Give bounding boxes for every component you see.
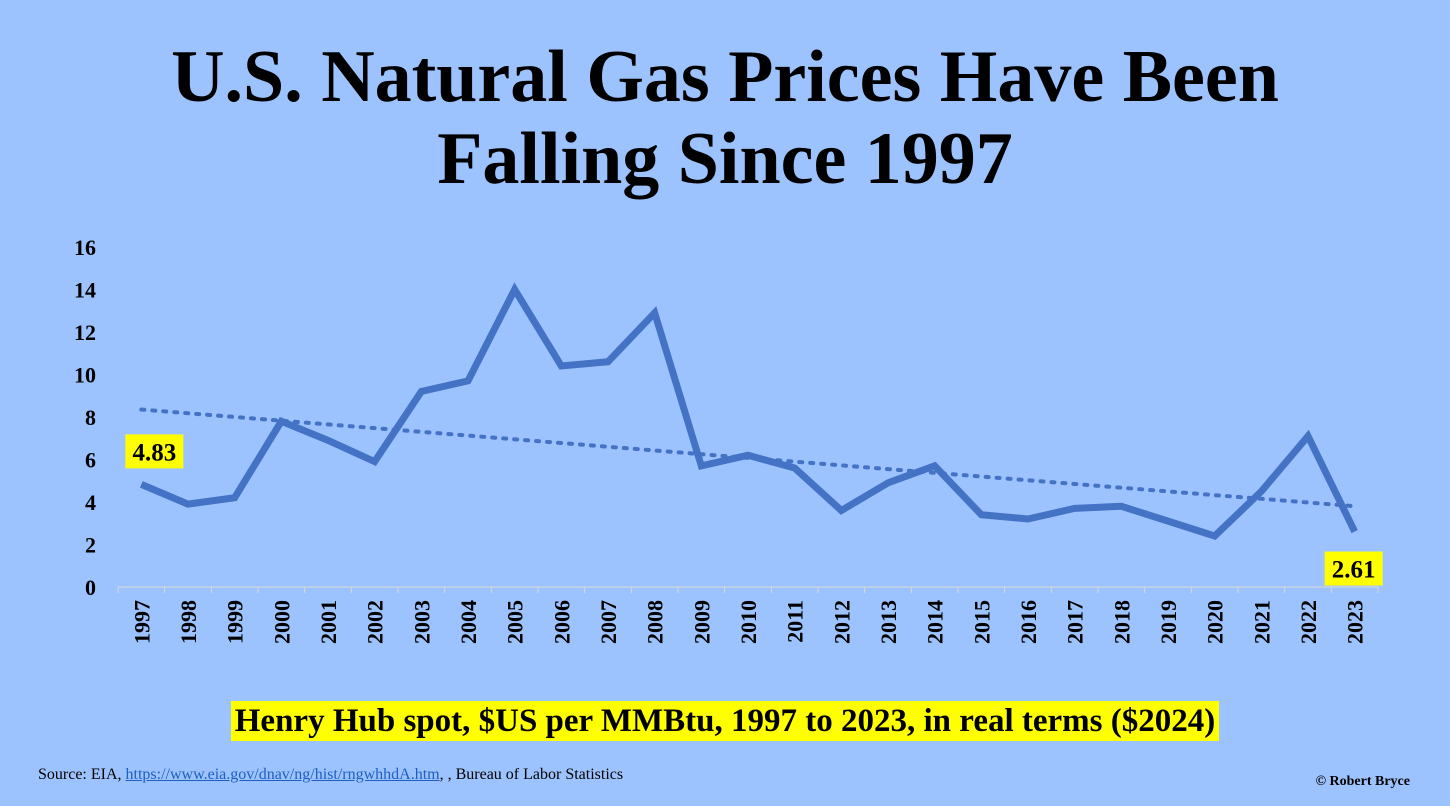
x-tick-label: 2001 (316, 600, 341, 644)
x-tick-label: 2011 (783, 600, 808, 643)
x-tick-label: 2007 (596, 600, 621, 644)
x-tick-label: 2002 (363, 600, 388, 644)
x-tick-label: 2019 (1156, 600, 1181, 644)
x-tick-label: 2005 (503, 600, 528, 644)
series-line (139, 282, 1358, 540)
x-tick-label: 2006 (549, 600, 574, 644)
x-tick-label: 2015 (969, 600, 994, 644)
chart-title: U.S. Natural Gas Prices Have Been Fallin… (0, 36, 1450, 200)
source-prefix: Source: EIA, (38, 766, 126, 783)
x-tick-label: 2004 (456, 600, 481, 644)
y-tick-label: 14 (74, 278, 96, 303)
x-tick-label: 2009 (689, 600, 714, 644)
y-tick-label: 6 (85, 448, 96, 473)
x-tick-label: 2022 (1296, 600, 1321, 644)
source-suffix: , , Bureau of Labor Statistics (439, 766, 624, 783)
title-line-2: Falling Since 1997 (437, 118, 1013, 200)
y-tick-label: 12 (74, 320, 96, 345)
data-label: 4.83 (132, 439, 176, 466)
y-tick-label: 8 (85, 405, 96, 430)
series-layer (139, 282, 1358, 540)
x-tick-label: 2013 (876, 600, 901, 644)
y-tick-label: 4 (85, 490, 96, 515)
title-line-1: U.S. Natural Gas Prices Have Been (171, 36, 1279, 118)
x-tick-label: 2003 (409, 600, 434, 644)
y-tick-label: 10 (74, 363, 96, 388)
x-tick-label: 2020 (1203, 600, 1228, 644)
x-tick-label: 2000 (269, 600, 294, 644)
x-tick-label: 1997 (129, 600, 154, 644)
y-tick-label: 0 (85, 575, 96, 600)
source-link[interactable]: https://www.eia.gov/dnav/ng/hist/rngwhhd… (125, 766, 440, 783)
chart-caption: Henry Hub spot, $US per MMBtu, 1997 to 2… (230, 701, 1220, 741)
caption-wrap: Henry Hub spot, $US per MMBtu, 1997 to 2… (0, 701, 1450, 741)
x-tick-label: 2016 (1016, 600, 1041, 644)
data-label: 2.61 (1332, 557, 1376, 584)
chart-axes: 1997 1998 1999 2000 2001 2002 2003 2004 2005 2006… (74, 235, 1379, 644)
x-tick-label: 2023 (1343, 600, 1368, 644)
data-label-bg (125, 434, 184, 469)
y-tick-label: 2 (85, 533, 96, 558)
x-tick-label: 2014 (923, 600, 948, 644)
data-label-layer: 4.83 2.61 (125, 434, 1383, 586)
x-tick-label: 1999 (223, 600, 248, 644)
x-tick-label: 2008 (643, 600, 668, 644)
x-tick-label: 2012 (829, 600, 854, 644)
x-tick-label: 2021 (1249, 600, 1274, 644)
y-tick-label: 16 (74, 235, 96, 260)
x-tick-label: 2017 (1063, 600, 1088, 644)
x-tick-label: 2010 (736, 600, 761, 644)
credit-note: © Robert Bryce (1315, 774, 1410, 789)
source-note: Source: EIA, https://www.eia.gov/dnav/ng… (38, 766, 623, 784)
x-tick-label: 2018 (1109, 600, 1134, 644)
x-tick-label: 1998 (176, 600, 201, 644)
data-label-bg (1324, 551, 1383, 586)
